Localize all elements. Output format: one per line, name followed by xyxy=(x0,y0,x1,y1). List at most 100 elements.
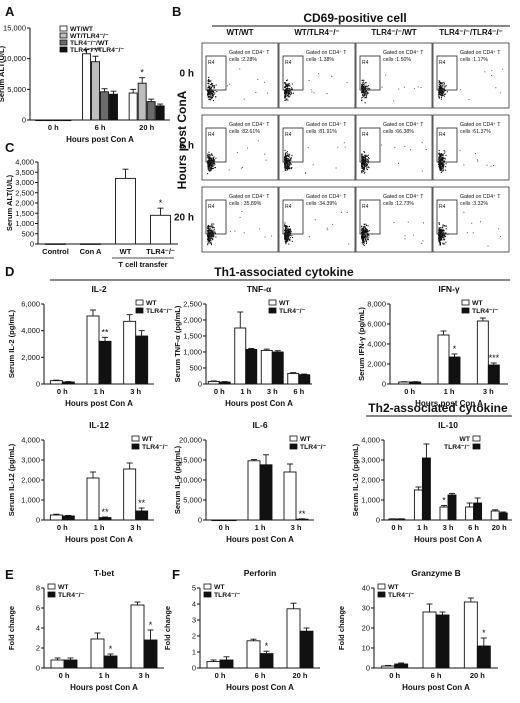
bar xyxy=(435,614,450,669)
flow-event-dot xyxy=(365,87,367,89)
legend-swatch xyxy=(131,443,140,450)
flow-event-dot xyxy=(211,238,213,240)
flow-event-dot xyxy=(287,230,289,232)
flow-event-dot xyxy=(445,166,447,168)
flow-event-dot xyxy=(442,242,444,244)
flow-event-dot xyxy=(287,236,289,238)
flow-event-dot xyxy=(209,96,211,98)
flow-event-dot xyxy=(318,73,320,75)
legend-label: TLR4⁻/⁻ xyxy=(58,592,84,599)
x-tick-label: 3 h xyxy=(139,671,150,680)
y-tick-label: 5,000 xyxy=(7,85,26,94)
flow-event-dot xyxy=(361,88,363,90)
x-axis-label: Hours post Con A xyxy=(226,683,294,692)
legend-swatch xyxy=(135,299,144,306)
flow-event-dot xyxy=(211,153,213,155)
y-tick-label: 6,000 xyxy=(21,300,40,309)
flow-event-dot xyxy=(209,242,211,244)
flow-event-dot xyxy=(312,164,314,166)
flow-event-dot xyxy=(381,86,383,88)
flow-event-dot xyxy=(367,237,369,239)
flow-event-dot xyxy=(287,163,289,165)
flow-gate-r4 xyxy=(205,55,227,91)
flow-event-dot xyxy=(438,94,440,96)
flow-event-dot xyxy=(288,231,290,233)
flow-event-dot xyxy=(477,159,479,161)
bar xyxy=(90,638,105,669)
x-tick-label: 3 h xyxy=(130,523,141,532)
flow-event-dot xyxy=(210,226,212,228)
flow-event-dot xyxy=(210,243,212,245)
flow-event-dot xyxy=(291,83,293,85)
panel-letter-b: B xyxy=(172,4,181,19)
flow-event-dot xyxy=(366,241,368,243)
significance-marker: * xyxy=(265,641,269,651)
bar xyxy=(53,119,63,122)
flow-event-dot xyxy=(362,96,364,98)
flow-gate-r4 xyxy=(282,127,304,163)
flow-event-dot xyxy=(290,230,292,232)
flow-event-dot xyxy=(366,158,368,160)
flow-event-dot xyxy=(441,234,443,236)
flow-event-dot xyxy=(438,236,440,238)
significance-marker: * xyxy=(453,344,457,354)
flow-event-dot xyxy=(286,80,288,82)
flow-event-dot xyxy=(362,92,364,94)
flow-event-dot xyxy=(361,237,363,239)
flow-event-dot xyxy=(498,228,500,230)
flow-event-dot xyxy=(365,154,367,156)
flow-event-dot xyxy=(439,86,441,88)
x-tick-label: 0 h xyxy=(59,671,70,680)
y-tick-label: 1 xyxy=(192,648,196,657)
flow-event-dot xyxy=(208,225,210,227)
flow-event-dot xyxy=(366,231,368,233)
y-tick-label: 1,000 xyxy=(15,219,34,228)
flow-event-dot xyxy=(209,84,211,86)
flow-event-dot xyxy=(310,89,312,91)
flow-event-dot xyxy=(361,225,363,227)
flow-event-dot xyxy=(288,94,290,96)
flow-event-dot xyxy=(213,156,215,158)
y-tick-label: 3,000 xyxy=(361,456,380,465)
flow-event-dot xyxy=(286,166,288,168)
flow-event-dot xyxy=(439,244,441,246)
flow-event-dot xyxy=(361,163,363,165)
significance-marker: ** xyxy=(101,507,109,517)
x-tick-label: WT xyxy=(120,247,132,256)
flow-event-dot xyxy=(439,238,441,240)
flow-event-dot xyxy=(438,153,440,155)
flow-event-dot xyxy=(442,243,444,245)
y-tick-label: 0 xyxy=(36,664,40,673)
chart-title: Perforin xyxy=(244,568,277,578)
flow-event-dot xyxy=(211,237,213,239)
flow-event-dot xyxy=(284,160,286,162)
flow-event-dot xyxy=(207,83,209,85)
flow-event-dot xyxy=(285,228,287,230)
flow-event-dot xyxy=(208,93,210,95)
legend-label: TLR4⁻/⁻ xyxy=(388,592,414,599)
legend-swatch xyxy=(289,435,298,442)
y-tick-label: 4,000 xyxy=(367,340,386,349)
y-axis-label: Fold change xyxy=(337,606,346,650)
flow-event-dot xyxy=(285,231,287,233)
flow-event-dot xyxy=(364,85,366,87)
flow-event-dot xyxy=(211,225,213,227)
flow-event-dot xyxy=(286,92,288,94)
flow-event-dot xyxy=(366,230,368,232)
flow-event-dot xyxy=(441,93,443,95)
bar xyxy=(448,356,461,385)
flow-event-dot xyxy=(491,70,493,72)
flow-event-dot xyxy=(363,168,365,170)
flow-gate-r4 xyxy=(359,127,381,163)
flow-event-dot xyxy=(286,164,288,166)
legend-swatch xyxy=(461,307,470,314)
flow-event-dot xyxy=(213,91,215,93)
flow-event-dot xyxy=(287,92,289,94)
flow-event-dot xyxy=(363,87,365,89)
flow-event-dot xyxy=(443,229,445,231)
x-tick-label: 1 h xyxy=(240,387,251,396)
flow-event-dot xyxy=(363,79,365,81)
flow-event-dot xyxy=(363,166,365,168)
flow-event-dot xyxy=(440,91,442,93)
